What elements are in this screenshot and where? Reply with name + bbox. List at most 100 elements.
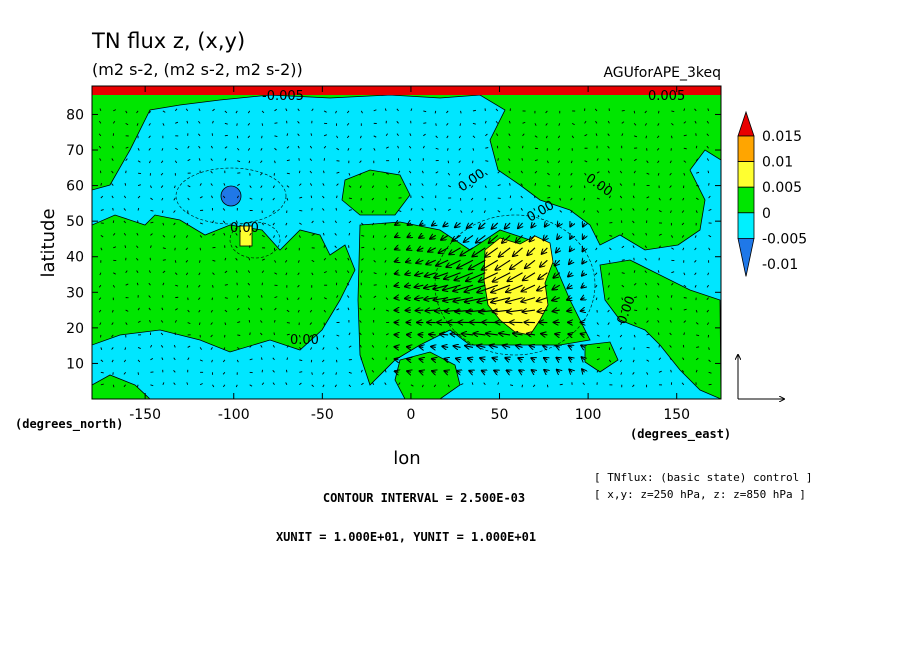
x-tick-label: -100 bbox=[218, 407, 250, 423]
flux-vector bbox=[415, 298, 424, 299]
flux-vector bbox=[531, 223, 535, 228]
flux-vector bbox=[148, 110, 151, 114]
flux-vector bbox=[695, 369, 698, 373]
flux-vector bbox=[632, 195, 635, 199]
flux-vector bbox=[174, 272, 178, 276]
flux-vector bbox=[384, 382, 387, 386]
flux-vector bbox=[249, 232, 252, 236]
flux-vector bbox=[249, 185, 252, 188]
flux-vector bbox=[298, 334, 301, 338]
flux-vector bbox=[260, 160, 263, 164]
flux-vector bbox=[224, 122, 228, 125]
flux-vector bbox=[224, 297, 228, 299]
colorbar-segment bbox=[737, 135, 755, 163]
flux-vector bbox=[371, 197, 375, 201]
flux-vector bbox=[199, 347, 202, 350]
flux-vector bbox=[224, 158, 227, 161]
flux-vector bbox=[706, 322, 709, 326]
flux-vector bbox=[493, 358, 498, 360]
chart-title: TN flux z, (x,y) bbox=[91, 29, 245, 53]
flux-vector bbox=[135, 257, 139, 261]
flux-vector bbox=[657, 270, 660, 273]
flux-vector bbox=[513, 247, 523, 256]
flux-vector bbox=[236, 307, 240, 311]
flux-vector bbox=[495, 259, 511, 270]
flux-vector bbox=[432, 359, 436, 360]
flux-vector bbox=[235, 257, 238, 261]
flux-vector bbox=[274, 296, 278, 299]
flux-vector bbox=[124, 183, 127, 186]
flux-vector bbox=[150, 210, 154, 212]
flux-vector bbox=[297, 133, 300, 137]
flux-vector bbox=[596, 334, 600, 337]
flux-vector bbox=[503, 345, 511, 347]
flux-vector bbox=[695, 357, 699, 361]
flux-vector bbox=[570, 197, 573, 201]
flux-vector bbox=[509, 183, 511, 186]
y-tick-label: 80 bbox=[66, 107, 84, 123]
flux-vector bbox=[447, 172, 451, 176]
flux-vector bbox=[247, 270, 251, 273]
flux-vector bbox=[298, 170, 301, 174]
flux-vector bbox=[537, 284, 548, 290]
flux-vector bbox=[398, 170, 401, 174]
flux-vector bbox=[657, 332, 660, 336]
flux-vector bbox=[322, 347, 325, 350]
flux-vector bbox=[521, 284, 536, 291]
flux-vector bbox=[646, 172, 650, 175]
x-tick-label: -150 bbox=[129, 407, 161, 423]
flux-vector bbox=[569, 357, 572, 359]
flux-vector bbox=[361, 246, 365, 249]
flux-vector bbox=[261, 270, 265, 274]
flux-vector bbox=[384, 369, 387, 373]
flux-vector bbox=[555, 260, 560, 265]
flux-vector bbox=[136, 232, 139, 236]
flux-vector bbox=[160, 185, 164, 188]
flux-vector bbox=[466, 272, 486, 281]
flux-vector bbox=[371, 210, 375, 213]
flux-vector bbox=[407, 235, 411, 237]
flux-vector bbox=[212, 108, 215, 112]
flux-vector bbox=[286, 146, 290, 149]
flux-vector bbox=[557, 160, 561, 164]
flux-vector bbox=[581, 310, 585, 311]
flux-vector bbox=[543, 346, 547, 348]
flux-vector bbox=[223, 183, 226, 186]
flux-vector bbox=[174, 320, 177, 323]
flux-vector bbox=[187, 345, 191, 348]
flux-vector bbox=[235, 220, 238, 224]
region-sw-corner bbox=[92, 374, 151, 399]
flux-vector bbox=[113, 109, 117, 112]
flux-vector bbox=[210, 145, 213, 149]
flux-vector bbox=[522, 310, 536, 312]
flux-vector bbox=[385, 309, 389, 312]
flux-vector bbox=[123, 232, 127, 236]
flux-vector bbox=[185, 247, 189, 251]
flux-vector bbox=[272, 222, 275, 226]
flux-vector bbox=[272, 382, 275, 386]
flux-vector bbox=[359, 307, 362, 311]
flux-vector bbox=[272, 197, 275, 201]
flux-vector bbox=[513, 333, 523, 335]
flux-vector bbox=[186, 222, 189, 226]
flux-vector bbox=[348, 332, 351, 336]
flux-vector bbox=[371, 345, 375, 348]
flux-vector bbox=[540, 259, 548, 267]
flux-vector bbox=[523, 272, 536, 281]
flux-vector bbox=[534, 123, 537, 126]
flux-vector bbox=[559, 383, 563, 386]
flux-vector bbox=[421, 183, 424, 186]
y-tick-label: 20 bbox=[66, 321, 84, 337]
flux-vector bbox=[322, 232, 325, 236]
flux-vector bbox=[285, 382, 288, 385]
flux-vector bbox=[460, 110, 462, 114]
region-positive-west bbox=[239, 225, 253, 247]
flux-vector bbox=[299, 196, 303, 199]
flux-vector bbox=[435, 135, 438, 139]
flux-vector bbox=[644, 123, 647, 126]
flux-vector bbox=[695, 145, 698, 149]
flux-vector bbox=[619, 195, 623, 199]
flux-vector bbox=[348, 384, 352, 388]
flux-vector bbox=[286, 357, 289, 361]
flux-vector bbox=[322, 372, 325, 375]
